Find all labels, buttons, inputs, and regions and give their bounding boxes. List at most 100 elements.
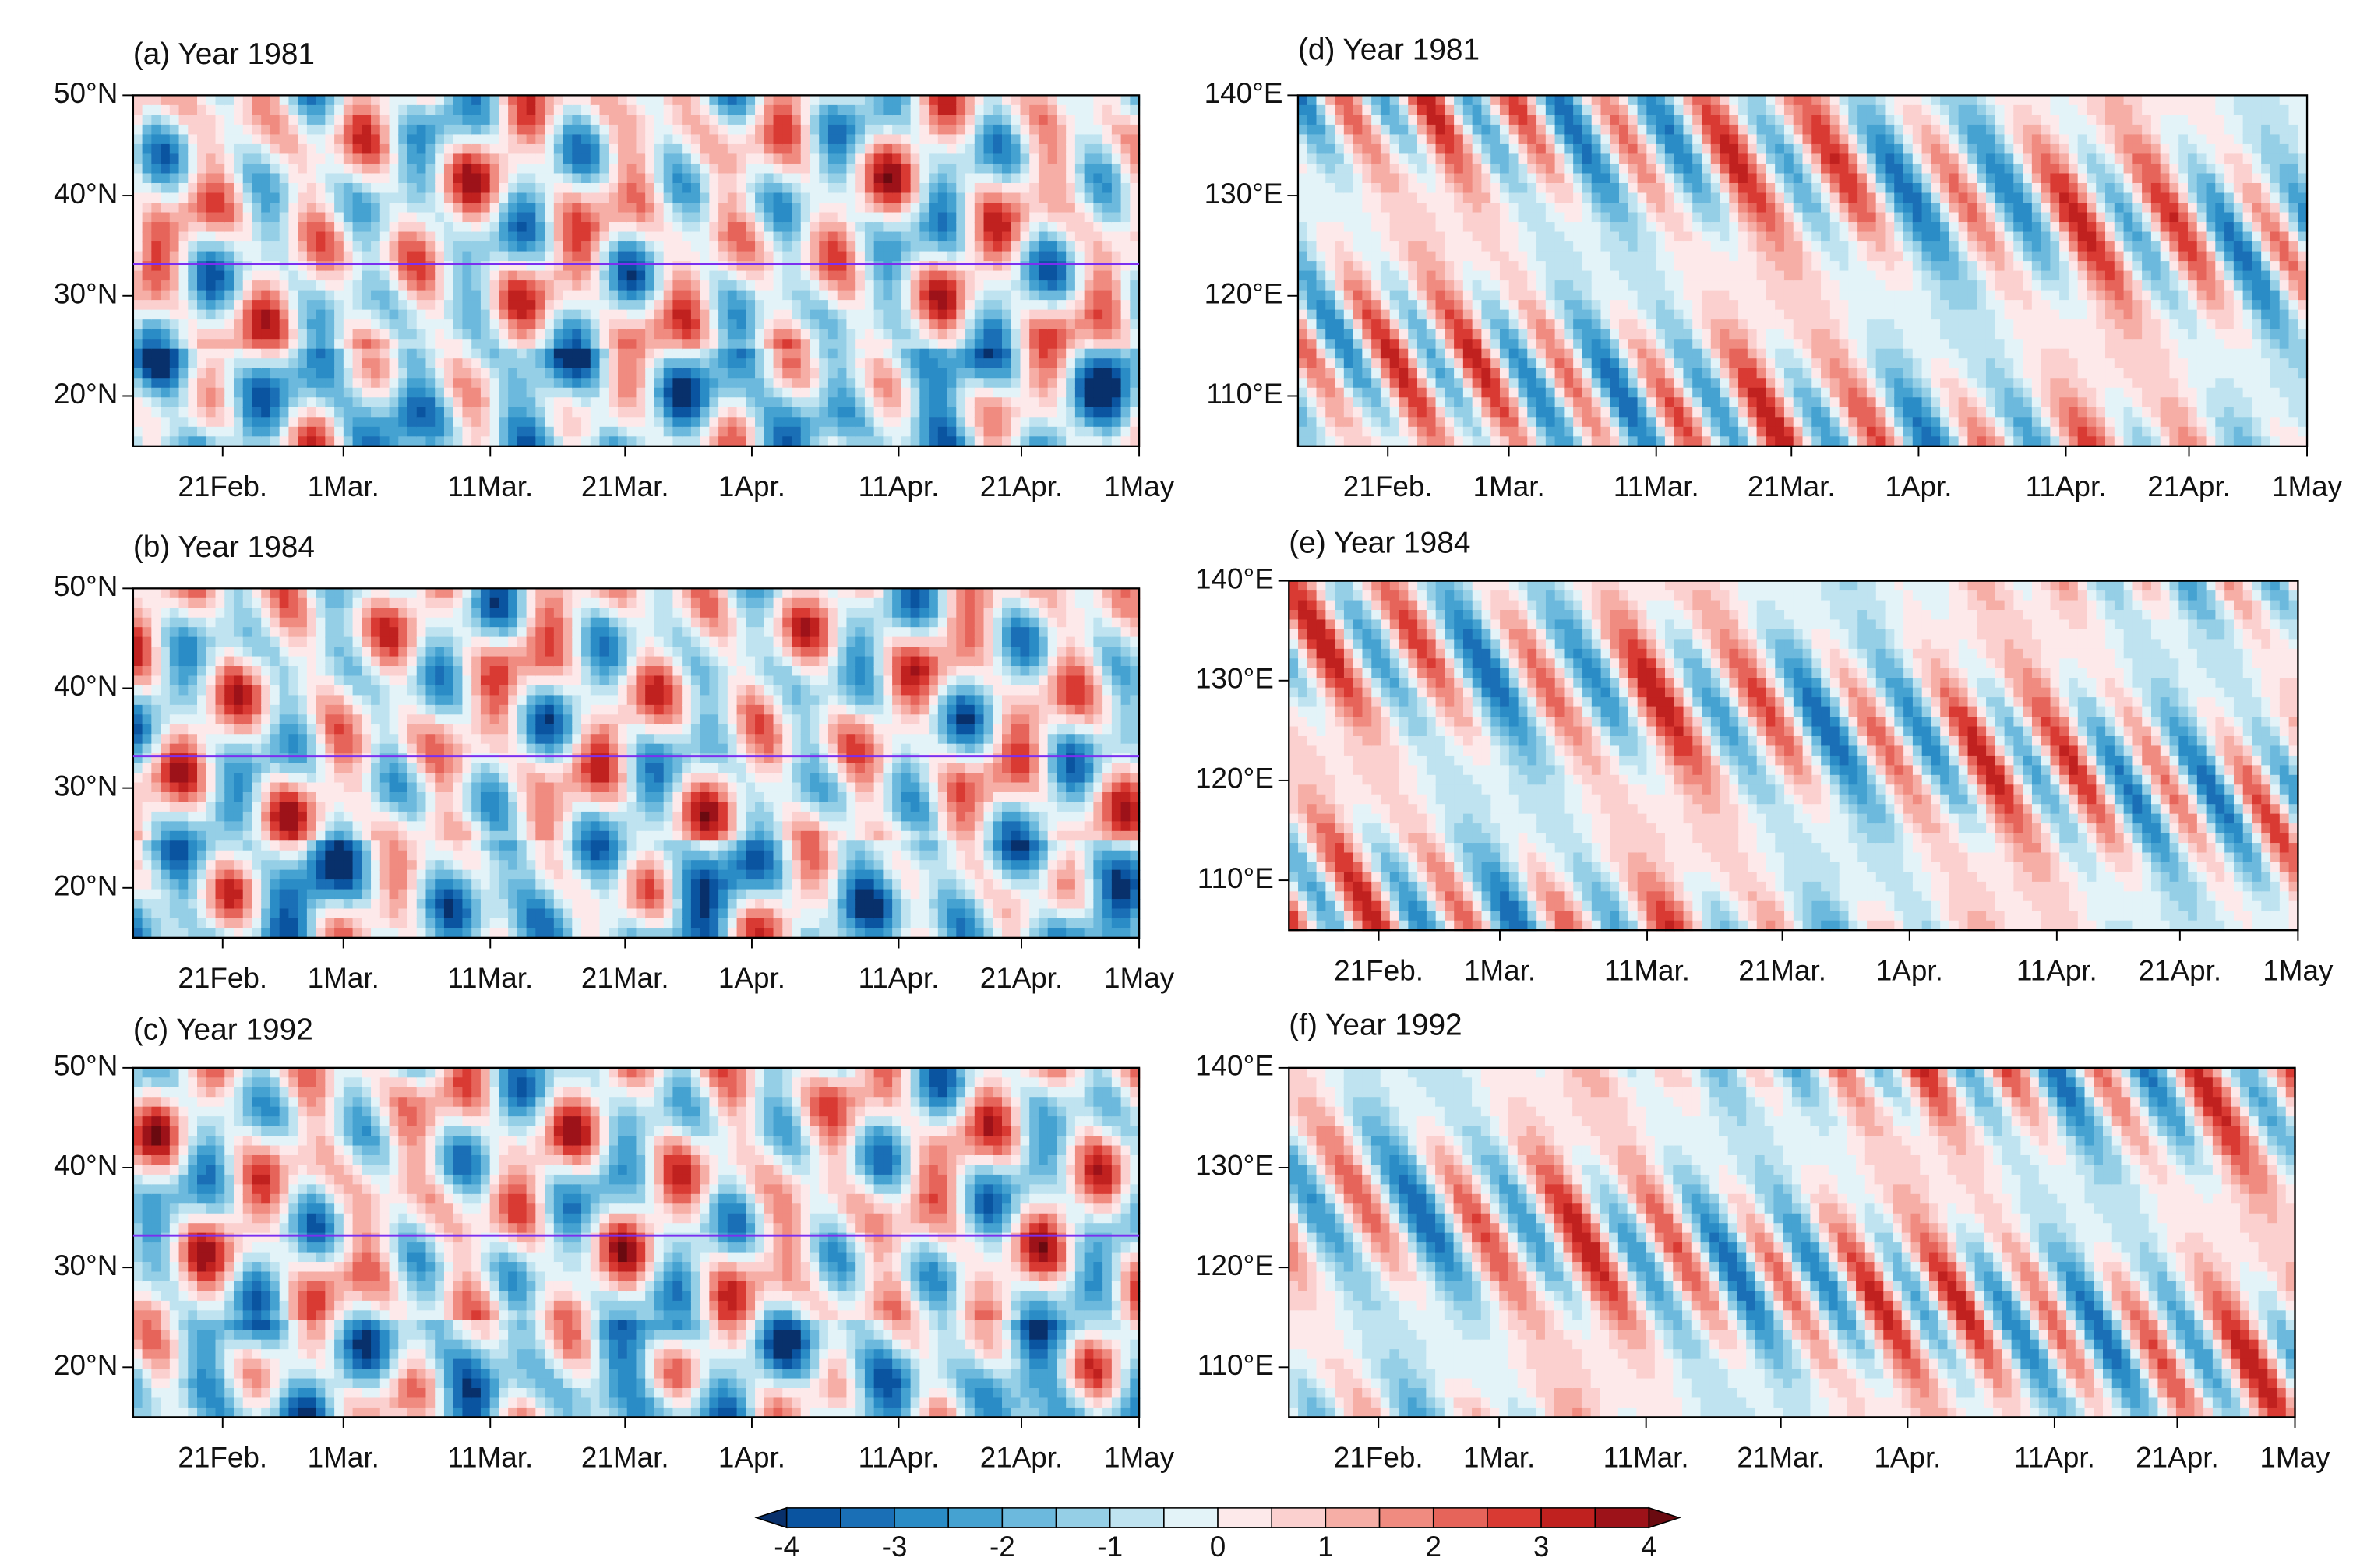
field-cell xyxy=(1075,252,1085,263)
field-cell xyxy=(947,280,958,291)
field-cell xyxy=(508,125,518,136)
field-cell xyxy=(188,685,198,696)
field-cell xyxy=(846,115,856,125)
field-cell xyxy=(636,95,646,106)
field-cell xyxy=(774,349,784,360)
field-cell xyxy=(234,675,244,686)
field-cell xyxy=(846,241,856,252)
field-cell xyxy=(965,358,975,369)
field-cell xyxy=(682,213,692,224)
field-cell xyxy=(1075,115,1085,125)
field-cell xyxy=(563,105,573,116)
field-cell xyxy=(810,105,820,116)
field-cell xyxy=(535,291,545,301)
field-cell xyxy=(517,192,527,203)
field-cell xyxy=(499,95,509,106)
field-cell xyxy=(261,95,271,106)
field-cell xyxy=(865,183,875,194)
field-cell xyxy=(517,388,527,399)
field-cell xyxy=(407,271,418,282)
field-cell xyxy=(325,763,335,774)
field-cell xyxy=(288,232,298,243)
field-cell xyxy=(170,724,180,735)
field-cell xyxy=(206,252,217,263)
field-cell xyxy=(591,105,601,116)
field-cell xyxy=(691,388,701,399)
field-cell xyxy=(746,105,756,116)
field-cell xyxy=(206,627,217,638)
field-cell xyxy=(133,319,143,330)
field-cell xyxy=(499,213,509,224)
field-cell xyxy=(947,349,958,360)
field-cell xyxy=(664,153,674,164)
field-cell xyxy=(755,125,765,136)
field-cell xyxy=(1020,153,1030,164)
field-cell xyxy=(718,427,728,438)
field-cell xyxy=(362,588,372,599)
field-cell xyxy=(1121,183,1131,194)
field-cell xyxy=(197,675,207,686)
field-cell xyxy=(417,417,427,428)
field-cell xyxy=(252,232,262,243)
field-cell xyxy=(280,918,290,929)
field-cell xyxy=(975,95,985,106)
field-cell xyxy=(325,675,335,686)
field-cell xyxy=(1039,144,1049,155)
field-cell xyxy=(307,203,317,213)
field-cell xyxy=(453,134,464,145)
field-cell xyxy=(691,427,701,438)
field-cell xyxy=(737,349,747,360)
field-cell xyxy=(527,115,537,125)
field-cell xyxy=(874,241,884,252)
field-cell xyxy=(298,773,308,784)
field-cell xyxy=(993,339,1003,350)
field-cell xyxy=(398,271,408,282)
field-cell xyxy=(179,890,189,900)
field-cell xyxy=(133,705,143,716)
field-cell xyxy=(380,890,390,900)
field-cell xyxy=(591,407,601,418)
field-cell xyxy=(143,407,153,418)
field-cell xyxy=(316,695,326,706)
field-cell xyxy=(444,329,454,340)
field-cell xyxy=(838,388,848,399)
field-cell xyxy=(179,918,189,929)
field-cell xyxy=(728,95,738,106)
field-cell xyxy=(353,675,363,686)
field-cell xyxy=(344,890,354,900)
field-cell xyxy=(810,232,820,243)
field-cell xyxy=(1102,329,1113,340)
field-cell xyxy=(371,339,381,350)
field-cell xyxy=(838,397,848,408)
field-cell xyxy=(298,319,308,330)
field-cell xyxy=(216,908,226,919)
field-cell xyxy=(938,319,948,330)
field-cell xyxy=(1075,232,1085,243)
field-cell xyxy=(508,105,518,116)
field-cell xyxy=(664,105,674,116)
field-cell xyxy=(151,95,161,106)
field-cell xyxy=(563,358,573,369)
field-cell xyxy=(901,252,912,263)
field-cell xyxy=(792,183,802,194)
field-cell xyxy=(170,144,180,155)
field-cell xyxy=(179,407,189,418)
field-cell xyxy=(425,125,436,136)
field-cell xyxy=(654,153,665,164)
field-cell xyxy=(133,203,143,213)
field-cell xyxy=(234,192,244,203)
field-cell xyxy=(316,300,326,311)
field-cell xyxy=(993,183,1003,194)
field-cell xyxy=(901,95,912,106)
field-cell xyxy=(645,164,655,174)
field-cell xyxy=(252,840,262,851)
field-cell xyxy=(1002,183,1012,194)
field-cell xyxy=(133,763,143,774)
field-cell xyxy=(362,329,372,340)
field-cell xyxy=(179,763,189,774)
field-cell xyxy=(746,280,756,291)
field-cell xyxy=(316,417,326,428)
field-cell xyxy=(563,388,573,399)
field-cell xyxy=(728,378,738,389)
field-cell xyxy=(1085,407,1095,418)
